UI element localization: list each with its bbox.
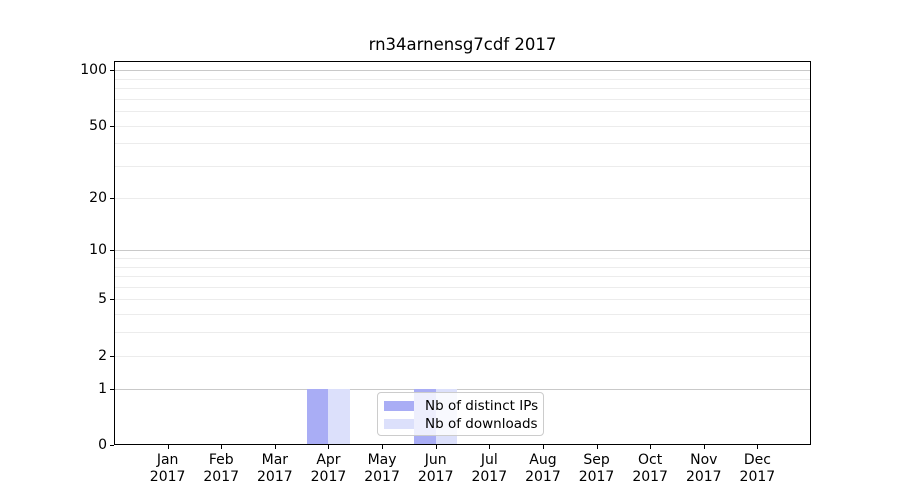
y-tick [110,70,114,72]
bar-downloads [328,388,350,445]
y-gridline-minor [114,266,811,268]
x-tick-label: Apr 2017 [310,452,347,485]
legend: Nb of distinct IPs Nb of downloads [377,392,544,436]
legend-entry-downloads: Nb of downloads [384,415,543,433]
y-gridline-minor [114,332,811,334]
y-gridline-minor [114,88,811,90]
y-gridline-minor [114,299,811,301]
y-tick [110,125,114,127]
y-gridline-major [114,70,811,72]
legend-label-distinct-ips: Nb of distinct IPs [425,398,539,414]
y-tick [110,250,114,252]
y-tick [110,355,114,357]
y-tick-label: 10 [89,242,107,259]
x-tick-label: Feb 2017 [203,452,240,485]
y-gridline-minor [114,257,811,259]
x-tick-label: Jun 2017 [417,452,454,485]
plot-area [114,61,811,445]
y-tick [110,445,114,446]
y-gridline-minor [114,355,811,357]
x-tick [757,445,759,449]
y-gridline-minor [114,98,811,100]
y-tick-label: 50 [89,117,107,134]
x-tick-label: Jul 2017 [471,452,508,485]
y-tick-label: 2 [98,347,107,364]
x-tick [382,445,384,449]
y-gridline-minor [114,143,811,145]
x-tick [489,445,491,449]
x-tick-label: Oct 2017 [632,452,668,485]
x-tick [274,445,276,449]
x-tick [703,445,705,449]
y-gridline-minor [114,166,811,168]
x-tick [221,445,223,449]
y-gridline-major [114,250,811,252]
y-gridline-minor [114,314,811,316]
y-tick-label: 1 [98,380,107,397]
legend-swatch-downloads-icon [384,419,414,429]
y-gridline-minor [114,197,811,199]
x-tick [435,445,437,449]
legend-label-downloads: Nb of downloads [425,416,538,432]
y-gridline-minor [114,286,811,288]
x-tick [596,445,598,449]
legend-swatch-distinct-ips-icon [384,401,414,411]
y-tick-label: 20 [89,189,107,206]
y-tick [110,299,114,301]
y-tick-label: 100 [80,62,107,79]
y-tick [110,388,114,390]
chart-title: rn34arnensg7cdf 2017 [368,35,557,54]
y-tick [110,197,114,199]
y-tick-label: 0 [98,437,107,453]
x-tick [542,445,544,449]
x-tick [328,445,330,449]
x-tick-label: May 2017 [364,452,400,485]
x-tick [650,445,652,449]
y-gridline-minor [114,111,811,113]
y-gridline-minor [114,78,811,80]
y-gridline-major [114,388,811,390]
legend-entry-distinct-ips: Nb of distinct IPs [384,397,543,415]
x-tick-label: Sep 2017 [578,452,615,485]
y-gridline-minor [114,276,811,278]
x-tick-label: Nov 2017 [685,452,722,485]
x-tick [167,445,169,449]
y-gridline-minor [114,125,811,127]
x-tick-label: Aug 2017 [525,452,561,485]
bar-distinct-ips [306,388,329,445]
y-tick-label: 5 [98,291,107,308]
x-tick-label: Mar 2017 [257,452,293,485]
x-tick-label: Dec 2017 [739,452,776,485]
x-tick-label: Jan 2017 [149,452,186,485]
